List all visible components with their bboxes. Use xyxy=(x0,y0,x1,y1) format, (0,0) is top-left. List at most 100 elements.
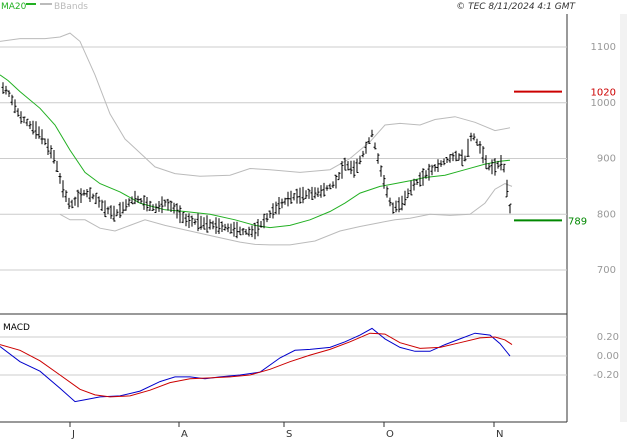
price-bar xyxy=(397,197,401,213)
price-bar xyxy=(406,188,410,199)
price-bar xyxy=(178,205,182,224)
price-bar xyxy=(235,221,239,239)
price-bar xyxy=(238,226,242,236)
price-bar xyxy=(331,181,335,188)
price-bar xyxy=(403,190,407,206)
price-bar xyxy=(271,203,275,219)
price-bar xyxy=(481,146,485,164)
price-bar xyxy=(121,201,125,214)
price-bar xyxy=(391,202,395,214)
right-scroll-strip[interactable] xyxy=(620,14,627,422)
price-bar xyxy=(466,138,470,157)
price-bar xyxy=(85,189,89,198)
price-bar xyxy=(55,160,59,172)
price-bar xyxy=(346,161,350,171)
price-bar xyxy=(73,196,77,206)
price-bar xyxy=(322,182,326,197)
price-bar xyxy=(130,196,134,205)
price-bar xyxy=(277,197,281,215)
price-bar xyxy=(220,221,224,232)
price-bar xyxy=(499,155,503,171)
price-bar xyxy=(496,160,500,169)
price-tick-label: 800 xyxy=(597,209,616,220)
price-bar xyxy=(49,145,53,159)
price-bar xyxy=(40,129,44,145)
price-bar xyxy=(352,160,356,178)
price-bar xyxy=(7,90,11,97)
price-bar xyxy=(208,219,212,230)
legend-ma20: MA20 xyxy=(1,2,27,12)
price-bar xyxy=(10,94,14,106)
price-bar xyxy=(148,200,152,211)
last-price-label: 789 xyxy=(568,216,587,227)
price-bar xyxy=(193,218,197,225)
price-bar xyxy=(394,200,398,213)
macd-tick-label: 0.00 xyxy=(597,351,619,362)
price-bar xyxy=(43,138,47,146)
price-bar xyxy=(133,190,137,205)
price-bar xyxy=(343,157,347,171)
price-bar xyxy=(22,116,26,124)
price-bar xyxy=(478,141,482,154)
price-bar xyxy=(262,213,266,229)
price-bar xyxy=(76,189,80,208)
price-bar xyxy=(67,197,71,209)
price-bar xyxy=(109,205,113,219)
price-bar xyxy=(151,204,155,211)
price-bar xyxy=(52,150,56,164)
price-bar xyxy=(97,196,101,208)
price-bar xyxy=(175,203,179,219)
price-tick-label: 900 xyxy=(597,154,616,165)
price-bar xyxy=(361,150,365,158)
price-bar xyxy=(493,158,497,176)
price-bar xyxy=(247,226,251,237)
price-bar xyxy=(28,121,32,129)
price-bar xyxy=(214,217,218,234)
price-bar xyxy=(292,193,296,201)
ma20-legend-swatch xyxy=(26,3,36,5)
price-bar xyxy=(244,229,248,235)
price-bar xyxy=(379,165,383,177)
price-bar xyxy=(226,223,230,233)
price-bar xyxy=(274,201,278,215)
price-bar xyxy=(451,152,455,162)
price-bar xyxy=(316,187,320,197)
price-tick-label: 1100 xyxy=(591,42,616,53)
price-bar xyxy=(190,215,194,227)
price-bar xyxy=(13,99,17,114)
price-bar xyxy=(37,126,41,139)
price-bar xyxy=(100,199,104,211)
price-bar xyxy=(460,149,464,167)
price-bar xyxy=(181,211,185,224)
price-bar xyxy=(241,228,245,236)
macd-line xyxy=(0,327,511,403)
price-bar xyxy=(295,188,299,204)
x-tick-label: N xyxy=(496,429,503,440)
price-bar xyxy=(286,191,290,207)
bbands-legend-swatch xyxy=(40,3,52,5)
price-bar xyxy=(31,120,35,135)
price-bar xyxy=(412,178,416,191)
price-bar xyxy=(163,199,167,207)
price-bar xyxy=(355,158,359,173)
price-bar xyxy=(307,188,311,199)
price-bar xyxy=(124,199,128,211)
legend-bbands: BBands xyxy=(54,2,88,12)
price-bar xyxy=(367,137,371,144)
price-bar xyxy=(505,179,509,198)
price-bar xyxy=(289,190,293,204)
price-bar xyxy=(364,141,368,154)
price-bar xyxy=(427,163,431,181)
price-bar xyxy=(196,213,200,232)
macd-signal-line xyxy=(0,332,513,398)
x-tick-label: J xyxy=(71,429,75,440)
price-bar xyxy=(349,160,353,175)
price-bar xyxy=(115,209,119,217)
price-bar xyxy=(199,215,203,230)
price-bar xyxy=(448,154,452,163)
price-bar xyxy=(103,200,107,218)
price-bar xyxy=(508,203,512,214)
price-bar xyxy=(187,213,191,228)
x-tick-label: A xyxy=(181,429,188,440)
